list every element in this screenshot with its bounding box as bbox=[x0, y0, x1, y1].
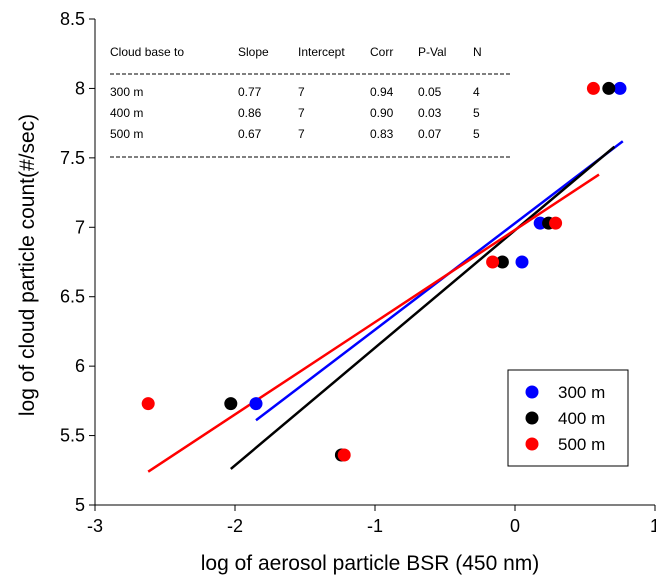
legend-label: 300 m bbox=[558, 383, 605, 402]
fit-lines bbox=[147, 140, 624, 473]
x-tick-label: -2 bbox=[227, 516, 243, 536]
table-cell: 0.90 bbox=[370, 106, 394, 120]
y-tick-label: 6.5 bbox=[60, 287, 85, 307]
y-tick-label: 8.5 bbox=[60, 9, 85, 29]
table-cell: 0.05 bbox=[418, 85, 442, 99]
table-cell: 0.67 bbox=[238, 127, 262, 141]
table-header: Slope bbox=[238, 45, 269, 59]
table-header: N bbox=[473, 45, 482, 59]
table-cell: 500 m bbox=[110, 127, 143, 141]
fit-line bbox=[229, 145, 616, 470]
data-point bbox=[613, 81, 627, 95]
data-point bbox=[586, 81, 600, 95]
table-cell: 7 bbox=[298, 85, 305, 99]
y-tick-label: 5 bbox=[75, 495, 85, 515]
table-cell: 5 bbox=[473, 106, 480, 120]
table-header: Intercept bbox=[298, 45, 345, 59]
data-point bbox=[249, 397, 263, 411]
legend-label: 400 m bbox=[558, 409, 605, 428]
legend-marker bbox=[525, 411, 539, 425]
x-tick-label: -1 bbox=[367, 516, 383, 536]
data-point bbox=[141, 397, 155, 411]
x-tick-label: 0 bbox=[510, 516, 520, 536]
y-tick-label: 6 bbox=[75, 356, 85, 376]
y-axis-title: log of cloud particle count(#/sec) bbox=[16, 114, 39, 416]
table-cell: 0.77 bbox=[238, 85, 262, 99]
table-header: P-Val bbox=[418, 45, 446, 59]
legend-marker bbox=[525, 437, 539, 451]
table-cell: 7 bbox=[298, 106, 305, 120]
x-tick-label: 1 bbox=[650, 516, 656, 536]
table-cell: 7 bbox=[298, 127, 305, 141]
data-points bbox=[141, 81, 627, 462]
y-tick-label: 7 bbox=[75, 217, 85, 237]
table-cell: 300 m bbox=[110, 85, 143, 99]
legend-marker bbox=[525, 385, 539, 399]
y-tick-label: 8 bbox=[75, 78, 85, 98]
table-cell: 0.94 bbox=[370, 85, 394, 99]
table-cell: 0.83 bbox=[370, 127, 394, 141]
legend: 300 m 400 m 500 m bbox=[507, 369, 629, 467]
table-header: Corr bbox=[370, 45, 393, 59]
table-cell: 0.03 bbox=[418, 106, 442, 120]
table-header: Cloud base to bbox=[110, 45, 184, 59]
y-tick-label: 5.5 bbox=[60, 426, 85, 446]
data-point bbox=[495, 255, 509, 269]
data-point bbox=[337, 448, 351, 462]
table-cell: 5 bbox=[473, 127, 480, 141]
legend-label: 500 m bbox=[558, 435, 605, 454]
data-point bbox=[486, 255, 500, 269]
x-axis-title: log of aerosol particle BSR (450 nm) bbox=[201, 552, 540, 575]
data-point bbox=[602, 81, 616, 95]
data-point bbox=[224, 397, 238, 411]
data-point bbox=[515, 255, 529, 269]
table-cell: 0.07 bbox=[418, 127, 442, 141]
x-tick-label: -3 bbox=[87, 516, 103, 536]
stats-table: Cloud base to Slope Intercept Corr P-Val N 300… bbox=[110, 45, 510, 158]
y-tick-label: 7.5 bbox=[60, 148, 85, 168]
fit-line bbox=[147, 173, 600, 473]
axes: -3 -2 -1 0 1 5 5.5 6 6.5 7 7.5 8 8.5 log of aerosol p… bbox=[16, 9, 656, 575]
data-point bbox=[549, 216, 563, 230]
table-cell: 0.86 bbox=[238, 106, 262, 120]
table-cell: 4 bbox=[473, 85, 480, 99]
table-cell: 400 m bbox=[110, 106, 143, 120]
